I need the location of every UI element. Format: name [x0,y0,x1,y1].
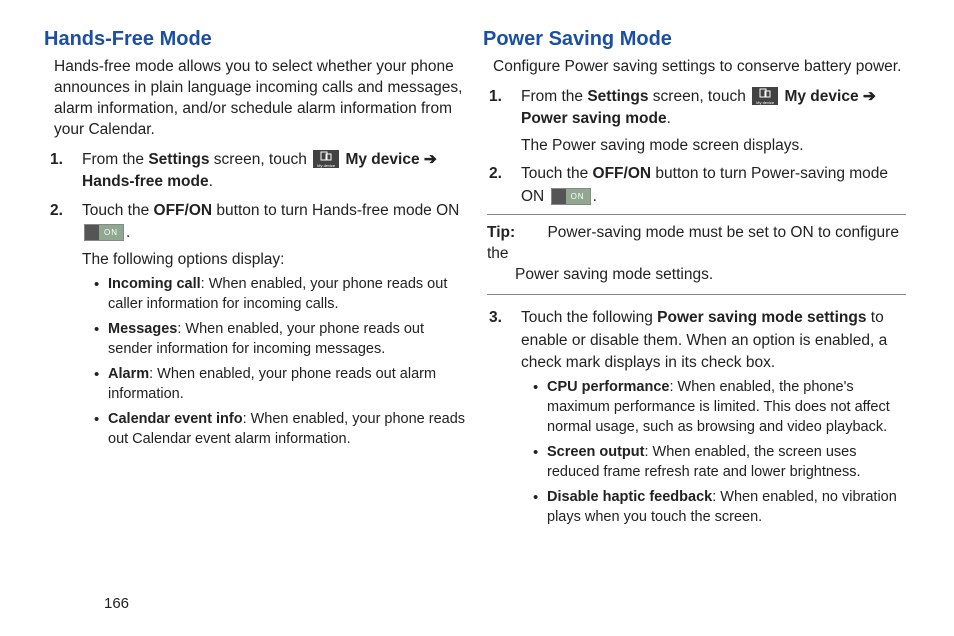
list-item: Messages: When enabled, your phone reads… [94,320,467,359]
t: From the [521,88,587,105]
t: Calendar event info [108,411,243,427]
list-item: Alarm: When enabled, your phone reads ou… [94,365,467,404]
toggle-off-part [552,189,566,204]
t: Hands-free mode [82,173,209,190]
hands-free-options: Incoming call : When enabled, your phone … [94,275,467,450]
step-text: From the Settings screen, touch My devic… [521,88,876,127]
right-column: Power Saving Mode Configure Power saving… [487,28,906,533]
hands-free-heading: Hands-Free Mode [44,28,467,51]
t: . [667,110,671,127]
t: Settings [148,151,209,168]
t: button to turn Hands-free mode ON [212,202,459,219]
my-device-icon: My device [313,150,339,168]
step-text: From the Settings screen, touch My devic… [82,151,437,190]
power-saving-intro: Configure Power saving settings to conse… [493,57,902,78]
step-2: 2. Touch the OFF/ON button to turn Power… [515,163,906,208]
icon-label: My device [752,100,778,105]
t: Power saving mode [521,110,667,127]
t: Alarm [108,366,149,382]
t: Power saving mode settings [657,309,866,326]
power-saving-steps-a: 1. From the Settings screen, touch My de… [515,86,906,208]
tip-body [519,224,547,241]
t: Incoming call [108,276,201,292]
icon-label: My device [313,163,339,168]
t: . [126,224,130,241]
my-device-icon: My device [752,87,778,105]
page-content: Hands-Free Mode Hands-free mode allows y… [48,28,906,533]
step-1: 1. From the Settings screen, touch My de… [515,86,906,157]
t: . [593,188,597,205]
tip-block: Tip: Power-saving mode must be set to ON… [487,214,906,295]
t: screen, touch [209,151,311,168]
t: Screen output [547,444,644,460]
arrow-icon: ➔ [859,88,876,105]
step-number: 2. [50,200,63,222]
t: : When enabled, your phone reads out ala… [108,366,436,402]
t: Touch the following [521,309,657,326]
step-number: 2. [489,163,502,185]
power-saving-heading: Power Saving Mode [483,28,906,51]
page-number: 166 [104,595,129,612]
step-1-after: The Power saving mode screen displays. [521,135,906,157]
step-2-after: The following options display: [82,249,467,271]
t: My device [784,88,858,105]
step-1: 1. From the Settings screen, touch My de… [76,149,467,194]
list-item: Calendar event info: When enabled, your … [94,410,467,449]
step-number: 1. [50,149,63,171]
t: . [209,173,213,190]
step-2: 2. Touch the OFF/ON button to turn Hands… [76,200,467,450]
toggle-off-part [85,225,99,240]
list-item: Disable haptic feedback: When enabled, n… [533,488,906,527]
step-number: 3. [489,307,502,329]
power-saving-options: CPU performance: When enabled, the phone… [533,378,906,527]
t: OFF/ON [593,165,652,182]
t: Touch the [82,202,154,219]
toggle-on-part: ON [566,189,590,204]
on-toggle-icon: ON [84,224,124,241]
hands-free-intro: Hands-free mode allows you to select whe… [54,57,463,141]
t: Messages [108,321,177,337]
tip-cont: Power saving mode settings. [487,265,906,286]
t: CPU performance [547,379,669,395]
power-saving-steps-b: 3. Touch the following Power saving mode… [515,307,906,527]
step-number: 1. [489,86,502,108]
t: Settings [587,88,648,105]
arrow-icon: ➔ [420,151,437,168]
t: Disable haptic feedback [547,489,712,505]
step-text: Touch the OFF/ON button to turn Power-sa… [521,165,888,204]
list-item: CPU performance: When enabled, the phone… [533,378,906,437]
step-text: Touch the OFF/ON button to turn Hands-fr… [82,202,459,241]
toggle-on-part: ON [99,225,123,240]
t: My device [345,151,419,168]
t: OFF/ON [154,202,213,219]
t: Power-saving mode must be set to ON to c… [487,224,899,262]
hands-free-steps: 1. From the Settings screen, touch My de… [76,149,467,450]
on-toggle-icon: ON [551,188,591,205]
list-item: Incoming call: When enabled, your phone … [94,275,467,314]
t: From the [82,151,148,168]
left-column: Hands-Free Mode Hands-free mode allows y… [48,28,467,533]
t: screen, touch [648,88,750,105]
step-text: Touch the following Power saving mode se… [521,309,887,371]
t: Touch the [521,165,593,182]
tip-label: Tip: [487,224,515,241]
step-3: 3. Touch the following Power saving mode… [515,307,906,527]
list-item: Screen output: When enabled, the screen … [533,443,906,482]
